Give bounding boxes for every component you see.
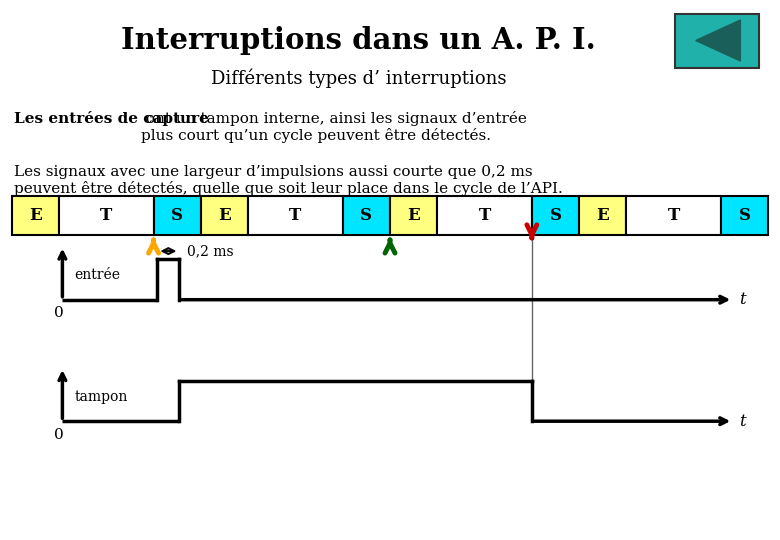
Bar bbox=[626, 196, 721, 235]
Bar bbox=[438, 196, 532, 235]
Text: t: t bbox=[739, 413, 746, 430]
Text: T: T bbox=[100, 207, 112, 224]
Bar bbox=[579, 196, 626, 235]
Text: Les signaux avec une largeur d’impulsions aussi courte que 0,2 ms
peuvent être d: Les signaux avec une largeur d’impulsion… bbox=[14, 165, 563, 196]
Bar bbox=[342, 196, 390, 235]
Text: T: T bbox=[668, 207, 680, 224]
Text: t: t bbox=[739, 291, 746, 308]
Polygon shape bbox=[696, 20, 740, 61]
Bar bbox=[721, 196, 768, 235]
Text: Différents types d’ interruptions: Différents types d’ interruptions bbox=[211, 69, 506, 88]
Text: tampon: tampon bbox=[74, 390, 127, 404]
Text: S: S bbox=[549, 207, 562, 224]
Text: T: T bbox=[478, 207, 491, 224]
Bar bbox=[248, 196, 342, 235]
Text: 0: 0 bbox=[54, 306, 63, 320]
Text: E: E bbox=[29, 207, 41, 224]
Text: T: T bbox=[289, 207, 302, 224]
Text: Les entrées de capture: Les entrées de capture bbox=[14, 111, 209, 126]
Text: E: E bbox=[218, 207, 231, 224]
Bar bbox=[59, 196, 154, 235]
Text: entrée: entrée bbox=[74, 268, 120, 282]
Bar bbox=[532, 196, 579, 235]
Text: 0,2 ms: 0,2 ms bbox=[187, 244, 234, 258]
Text: 0: 0 bbox=[54, 428, 63, 442]
Text: E: E bbox=[407, 207, 420, 224]
Bar bbox=[390, 196, 438, 235]
Text: S: S bbox=[739, 207, 750, 224]
Text: Interruptions dans un A. P. I.: Interruptions dans un A. P. I. bbox=[122, 26, 596, 55]
Text: ont un tampon interne, ainsi les signaux d’entrée
plus court qu’un cycle peuvent: ont un tampon interne, ainsi les signaux… bbox=[141, 111, 527, 143]
Bar bbox=[12, 196, 59, 235]
Bar bbox=[201, 196, 248, 235]
Text: S: S bbox=[171, 207, 183, 224]
Text: E: E bbox=[597, 207, 609, 224]
Bar bbox=[154, 196, 201, 235]
Bar bbox=[675, 14, 759, 68]
Text: S: S bbox=[360, 207, 372, 224]
